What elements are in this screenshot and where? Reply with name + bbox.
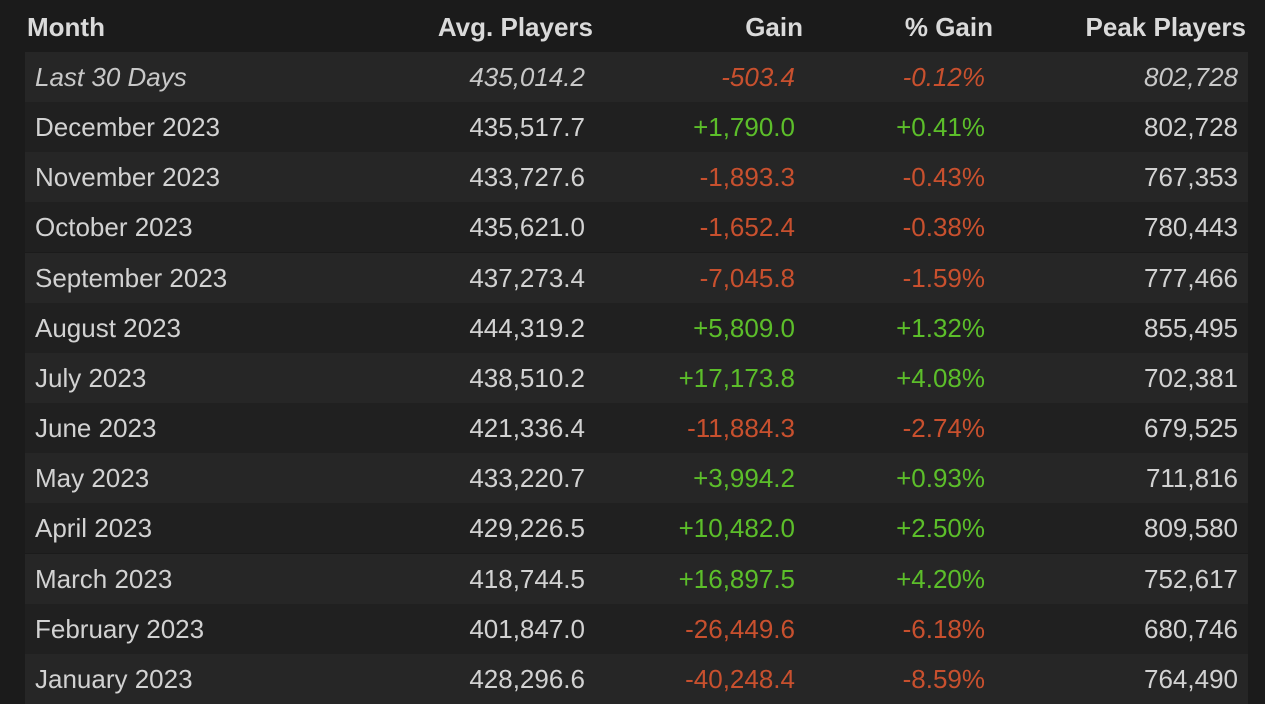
value-cell: 777,466 (1144, 262, 1238, 293)
table-row: August 2023 444,319.2 +5,809.0 +1.32% 855,49… (25, 302, 1248, 353)
value-cell: +4.20% (896, 563, 985, 594)
value-cell: 433,727.6 (469, 162, 585, 193)
month-cell: October 2023 (35, 212, 193, 243)
table-row: December 2023 435,517.7 +1,790.0 +0.41% 802,… (25, 102, 1248, 153)
value-cell: 437,273.4 (469, 262, 585, 293)
value-cell: -7,045.8 (699, 262, 795, 293)
month-cell: November 2023 (35, 162, 220, 193)
value-cell: 767,353 (1144, 162, 1238, 193)
value-cell: 809,580 (1144, 513, 1238, 544)
value-cell: 802,728 (1144, 112, 1238, 143)
value-cell: 680,746 (1144, 613, 1238, 644)
value-cell: +10,482.0 (678, 513, 795, 544)
table-row: September 2023 437,273.4 -7,045.8 -1.59% 777… (25, 252, 1248, 303)
value-cell: 428,296.6 (469, 663, 585, 694)
month-cell: January 2023 (35, 663, 193, 694)
value-cell: +1,790.0 (693, 112, 795, 143)
value-cell: -0.38% (902, 212, 985, 243)
month-cell: May 2023 (35, 463, 150, 494)
table-row: October 2023 435,621.0 -1,652.4 -0.38% 780,4… (25, 202, 1248, 253)
table-row: July 2023 438,510.2 +17,173.8 +4.08% 702,381 (25, 352, 1248, 403)
value-cell: -8.59% (902, 663, 985, 694)
value-cell: -1,893.3 (699, 162, 795, 193)
value-cell: 752,617 (1144, 563, 1238, 594)
value-cell: -1.59% (902, 262, 985, 293)
value-cell: 435,621.0 (469, 212, 585, 243)
column-header: Avg. Players (437, 12, 593, 42)
value-cell: 764,490 (1144, 663, 1238, 694)
table-row: Last 30 Days 435,014.2 -503.4 -0.12% 802,728 (25, 52, 1248, 102)
table-row: March 2023 418,744.5 +16,897.5 +4.20% 752,61… (25, 553, 1248, 604)
value-cell: +16,897.5 (678, 563, 795, 594)
player-table: Month Avg. Players Gain % Gain Peak Players L… (25, 0, 1248, 704)
value-cell: -2.74% (902, 413, 985, 444)
value-cell: 401,847.0 (469, 613, 585, 644)
value-cell: 802,728 (1144, 62, 1238, 92)
value-cell: +4.08% (896, 362, 985, 393)
month-cell: September 2023 (35, 262, 228, 293)
value-cell: 435,517.7 (469, 112, 585, 143)
value-cell: +0.93% (896, 463, 985, 494)
value-cell: 418,744.5 (469, 563, 585, 594)
value-cell: +3,994.2 (693, 463, 795, 494)
value-cell: 711,816 (1145, 463, 1238, 494)
month-cell: February 2023 (35, 613, 205, 644)
value-cell: 679,525 (1144, 413, 1238, 444)
value-cell: -26,449.6 (685, 613, 795, 644)
column-header: Peak Players (1085, 12, 1246, 42)
column-header: Gain (745, 12, 803, 42)
header-row: Month Avg. Players Gain % Gain Peak Players (25, 0, 1248, 52)
value-cell: +1.32% (896, 312, 985, 343)
month-cell: March 2023 (35, 563, 173, 594)
value-cell: +2.50% (896, 513, 985, 544)
value-cell: -40,248.4 (685, 663, 795, 694)
value-cell: -6.18% (902, 613, 985, 644)
table-row: June 2023 421,336.4 -11,884.3 -2.74% 679,525 (25, 403, 1248, 454)
value-cell: 435,014.2 (469, 62, 585, 92)
column-header: % Gain (904, 12, 993, 42)
value-cell: 433,220.7 (469, 463, 585, 494)
month-cell: August 2023 (35, 312, 182, 343)
table-row: November 2023 433,727.6 -1,893.3 -0.43% 767,… (25, 152, 1248, 203)
value-cell: -503.4 (721, 62, 795, 92)
value-cell: 444,319.2 (469, 312, 585, 343)
month-cell: April 2023 (35, 513, 153, 544)
month-cell: December 2023 (35, 112, 220, 143)
value-cell: +17,173.8 (678, 362, 795, 393)
value-cell: -0.12% (902, 62, 985, 92)
table-row: May 2023 433,220.7 +3,994.2 +0.93% 711,816 (25, 453, 1248, 504)
month-cell: July 2023 (35, 362, 147, 393)
value-cell: 429,226.5 (469, 513, 585, 544)
value-cell: +0.41% (896, 112, 985, 143)
value-cell: 421,336.4 (469, 413, 585, 444)
value-cell: 438,510.2 (469, 362, 585, 393)
value-cell: -11,884.3 (687, 413, 795, 444)
month-cell: Last 30 Days (35, 62, 187, 92)
value-cell: +5,809.0 (693, 312, 795, 343)
month-cell: June 2023 (35, 413, 157, 444)
value-cell: 855,495 (1144, 312, 1238, 343)
value-cell: -1,652.4 (699, 212, 795, 243)
value-cell: -0.43% (902, 162, 985, 193)
table-row: January 2023 428,296.6 -40,248.4 -8.59% 764,… (25, 653, 1248, 704)
value-cell: 780,443 (1144, 212, 1238, 243)
table-row: April 2023 429,226.5 +10,482.0 +2.50% 809,58… (25, 503, 1248, 554)
value-cell: 702,381 (1144, 362, 1238, 393)
column-header: Month (27, 12, 105, 42)
table-row: February 2023 401,847.0 -26,449.6 -6.18% 680… (25, 603, 1248, 654)
